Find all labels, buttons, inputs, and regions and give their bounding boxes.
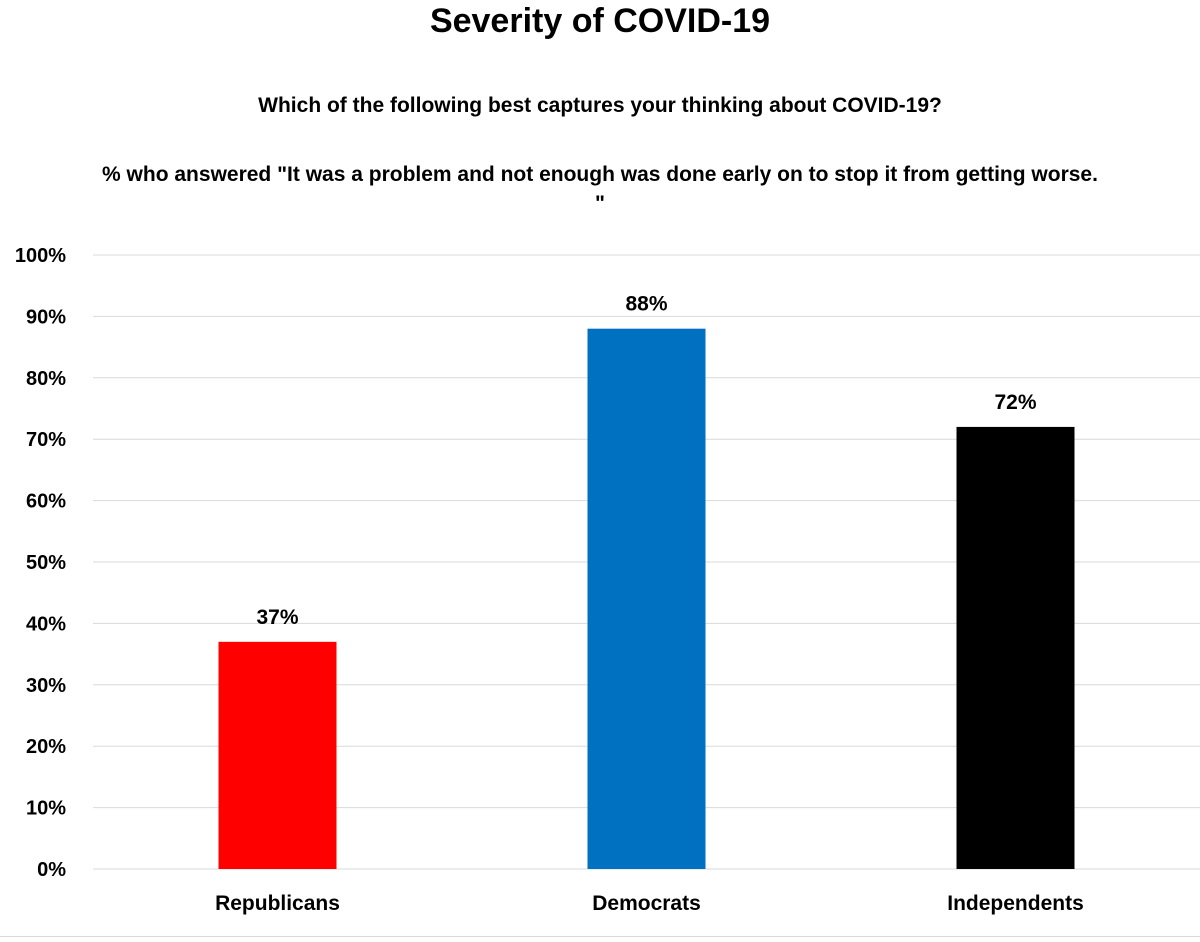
x-tick-label-democrats: Democrats bbox=[592, 892, 701, 915]
bars bbox=[218, 328, 1075, 869]
data-label-independents: 72% bbox=[994, 391, 1036, 414]
y-tick-label: 40% bbox=[26, 613, 66, 635]
y-tick-label: 10% bbox=[26, 798, 66, 820]
y-tick-label: 0% bbox=[37, 859, 66, 881]
y-tick-label: 100% bbox=[15, 245, 66, 267]
bar-independents bbox=[956, 426, 1075, 869]
chart-subtitle: Which of the following best captures you… bbox=[258, 94, 942, 117]
y-tick-label: 90% bbox=[26, 306, 66, 328]
bar-republicans bbox=[218, 641, 337, 869]
y-tick-label: 50% bbox=[26, 552, 66, 574]
y-tick-label: 80% bbox=[26, 368, 66, 390]
x-tick-label-republicans: Republicans bbox=[215, 892, 340, 915]
data-labels: 37% 88% 72% bbox=[256, 293, 1036, 629]
bottom-divider bbox=[0, 936, 1200, 937]
chart-title: Severity of COVID-19 bbox=[429, 2, 771, 40]
y-tick-label: 30% bbox=[26, 675, 66, 697]
y-tick-label: 70% bbox=[26, 429, 66, 451]
y-tick-label: 60% bbox=[26, 491, 66, 513]
bar-democrats bbox=[587, 328, 706, 869]
data-label-republicans: 37% bbox=[256, 606, 298, 629]
x-axis-tick-labels: Republicans Democrats Independents bbox=[215, 892, 1084, 915]
chart-question-answer: % who answered "It was a problem and not… bbox=[102, 163, 1098, 215]
data-label-democrats: 88% bbox=[625, 293, 667, 316]
y-tick-label: 20% bbox=[26, 736, 66, 758]
x-tick-label-independents: Independents bbox=[947, 892, 1084, 915]
y-axis-tick-labels: 0% 10% 20% 30% 40% 50% 60% 70% 80% 90% 100% bbox=[15, 245, 66, 881]
